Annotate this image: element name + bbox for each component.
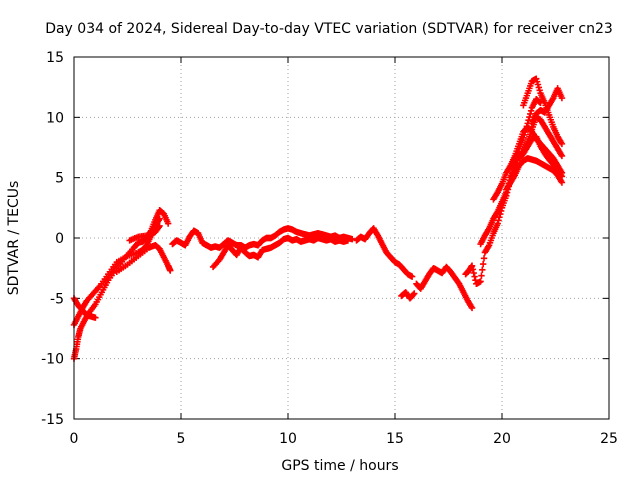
data-point <box>494 220 501 227</box>
data-point <box>527 110 534 118</box>
y-tick-label: -5 <box>50 291 64 307</box>
data-point <box>558 173 566 180</box>
x-tick-label: 20 <box>493 431 511 447</box>
data-point <box>468 304 476 312</box>
x-axis-label: GPS time / hours <box>281 458 398 474</box>
data-point <box>478 272 485 279</box>
y-axis-label: SDTVAR / TECUs <box>6 181 22 296</box>
data-point <box>344 237 352 244</box>
data-point <box>408 273 416 280</box>
data-point <box>479 260 487 268</box>
series-trace-f <box>169 225 356 251</box>
y-tick-label: 5 <box>55 171 64 187</box>
data-point <box>167 267 174 274</box>
data-point <box>92 314 99 321</box>
y-tick-label: -15 <box>41 412 64 428</box>
series-trace-j <box>413 263 476 312</box>
x-tick-label: 5 <box>177 431 186 447</box>
data-point <box>479 266 486 274</box>
y-tick-label: -10 <box>41 352 64 368</box>
data-point <box>558 152 566 160</box>
data-point <box>558 94 566 102</box>
x-tick-label: 15 <box>386 431 404 447</box>
data-point <box>495 217 502 224</box>
series-trace-c <box>70 295 99 321</box>
data-point <box>155 223 162 231</box>
data-point <box>558 140 566 148</box>
data-point <box>469 266 477 273</box>
data-point <box>164 220 172 227</box>
data-point <box>470 269 477 277</box>
data-point <box>156 215 163 222</box>
x-tick-label: 10 <box>279 431 297 447</box>
data-point <box>411 290 418 297</box>
series-trace-q <box>515 133 566 180</box>
plot-frame <box>73 56 610 420</box>
data-point <box>558 179 566 186</box>
y-tick-labels: -15 -10 -5 0 5 10 15 <box>41 50 64 428</box>
chart-title: Day 034 of 2024, Sidereal Day-to-day VTE… <box>45 21 613 37</box>
data-point <box>468 262 476 269</box>
y-tick-label: 0 <box>55 231 64 247</box>
y-tick-label: 15 <box>46 50 64 66</box>
data-point <box>480 255 488 262</box>
x-tick-label: 25 <box>600 431 618 447</box>
data-point <box>156 222 163 230</box>
series-trace-p <box>528 85 566 127</box>
data-point <box>471 273 478 280</box>
series-trace-e <box>126 222 163 244</box>
x-tick-labels: 0 5 10 15 20 25 <box>70 431 618 447</box>
data-point <box>477 278 484 285</box>
data-point <box>527 107 535 115</box>
series-trace-g <box>209 234 352 271</box>
data-point <box>410 291 417 298</box>
series-trace-h <box>353 225 416 280</box>
y-tick-label: 10 <box>46 110 64 126</box>
data-points <box>70 75 566 362</box>
x-tick-label: 0 <box>70 431 79 447</box>
series-trace-d <box>113 242 174 275</box>
series-trace-i <box>398 289 418 302</box>
